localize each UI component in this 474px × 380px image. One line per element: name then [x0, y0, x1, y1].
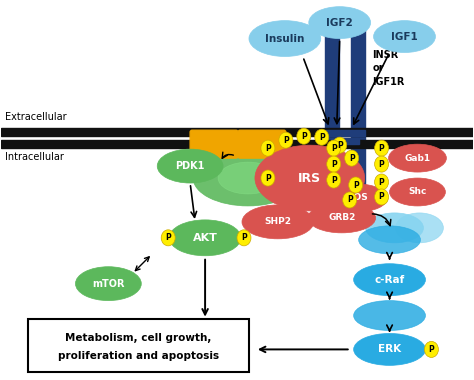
Ellipse shape: [390, 178, 446, 206]
Ellipse shape: [242, 205, 314, 239]
Text: P: P: [265, 144, 271, 153]
Ellipse shape: [237, 230, 251, 246]
Text: Gab1: Gab1: [404, 154, 430, 163]
Ellipse shape: [75, 267, 141, 301]
Ellipse shape: [424, 341, 438, 358]
Text: SOS: SOS: [347, 193, 368, 203]
Ellipse shape: [345, 150, 359, 166]
Ellipse shape: [327, 140, 341, 156]
Bar: [0, 128, 474, 136]
Bar: [351, 21, 365, 148]
Ellipse shape: [255, 145, 365, 211]
Text: PDK1: PDK1: [175, 161, 205, 171]
Ellipse shape: [374, 156, 389, 172]
Text: P: P: [347, 195, 353, 204]
Text: SHP2: SHP2: [264, 217, 292, 226]
Ellipse shape: [389, 144, 447, 172]
Text: P: P: [265, 174, 271, 182]
Bar: [0, 140, 474, 148]
Ellipse shape: [374, 189, 389, 205]
Ellipse shape: [327, 172, 341, 188]
Bar: [325, 21, 339, 148]
Ellipse shape: [395, 213, 443, 243]
FancyBboxPatch shape: [190, 130, 238, 158]
Ellipse shape: [328, 184, 388, 212]
Ellipse shape: [365, 213, 423, 243]
Ellipse shape: [309, 7, 371, 38]
Text: ERK: ERK: [378, 344, 401, 355]
Text: P: P: [379, 160, 384, 169]
Text: AKT: AKT: [192, 233, 218, 243]
Text: c-Raf: c-Raf: [374, 275, 405, 285]
Ellipse shape: [333, 137, 346, 153]
Ellipse shape: [354, 301, 426, 331]
Bar: [325, 130, 365, 136]
Text: P: P: [337, 141, 343, 150]
Ellipse shape: [169, 220, 241, 256]
Ellipse shape: [249, 21, 321, 57]
Bar: [331, 138, 359, 144]
Ellipse shape: [343, 192, 356, 208]
Ellipse shape: [297, 128, 311, 144]
Ellipse shape: [349, 177, 363, 193]
Text: GRB2: GRB2: [328, 214, 356, 222]
Bar: [325, 148, 339, 188]
Text: P: P: [331, 144, 337, 153]
Text: P: P: [331, 176, 337, 185]
Text: P: P: [349, 154, 355, 163]
Text: IGF2: IGF2: [326, 17, 353, 28]
Text: Intracellular: Intracellular: [5, 152, 64, 162]
Text: P: P: [301, 132, 307, 141]
Text: P: P: [331, 160, 337, 169]
Ellipse shape: [374, 140, 389, 156]
Ellipse shape: [261, 140, 275, 156]
Ellipse shape: [193, 150, 303, 206]
Text: Metabolism, cell growth,: Metabolism, cell growth,: [65, 334, 211, 344]
Text: mTOR: mTOR: [92, 279, 125, 289]
Text: IRS: IRS: [298, 171, 321, 185]
Text: P: P: [353, 180, 358, 190]
Text: P: P: [165, 233, 171, 242]
Ellipse shape: [354, 264, 426, 296]
Text: P: P: [428, 345, 434, 354]
Text: IGF1: IGF1: [391, 32, 418, 41]
Text: P: P: [379, 193, 384, 201]
Ellipse shape: [218, 162, 278, 194]
Ellipse shape: [279, 132, 293, 148]
Ellipse shape: [308, 203, 375, 233]
Ellipse shape: [157, 149, 223, 183]
Text: P: P: [319, 133, 325, 142]
Text: Extracellular: Extracellular: [5, 112, 66, 122]
Text: P: P: [379, 144, 384, 153]
Ellipse shape: [374, 21, 436, 52]
Text: P: P: [283, 136, 289, 145]
FancyBboxPatch shape: [27, 318, 249, 372]
Ellipse shape: [359, 226, 420, 254]
Bar: [351, 148, 365, 188]
Text: Insulin: Insulin: [265, 33, 305, 44]
Ellipse shape: [161, 230, 175, 246]
Ellipse shape: [327, 156, 341, 172]
FancyBboxPatch shape: [238, 130, 286, 158]
Text: proliferation and apoptosis: proliferation and apoptosis: [58, 352, 219, 361]
Ellipse shape: [315, 129, 329, 145]
Ellipse shape: [261, 170, 275, 186]
Ellipse shape: [354, 334, 426, 365]
Text: P: P: [241, 233, 247, 242]
Text: P: P: [379, 177, 384, 187]
Text: Shc: Shc: [408, 187, 427, 196]
Ellipse shape: [374, 174, 389, 190]
Text: INSR
or
IGF1R: INSR or IGF1R: [373, 50, 405, 87]
